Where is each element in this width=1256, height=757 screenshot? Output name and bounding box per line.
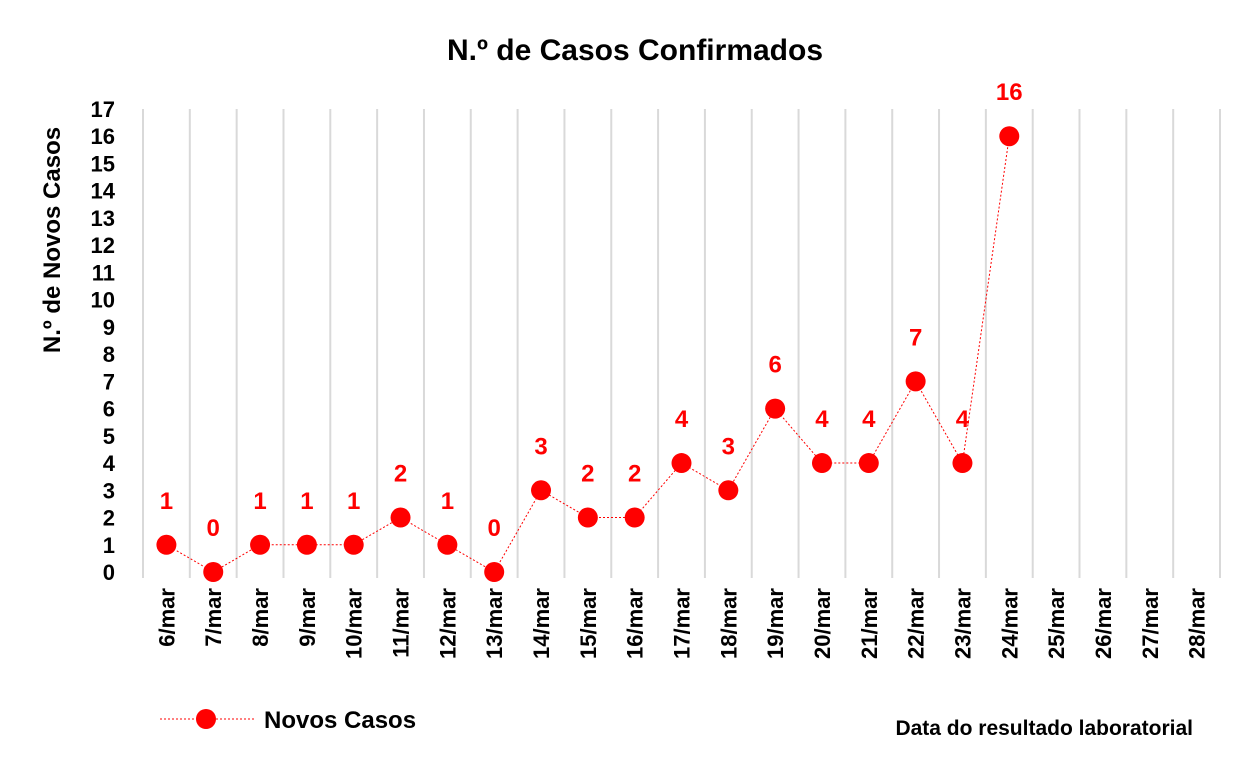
y-tick-label: 17 — [91, 97, 115, 122]
y-tick-label: 6 — [103, 397, 115, 422]
y-tick-label: 8 — [103, 342, 115, 367]
x-tick-label: 28/mar — [1185, 588, 1210, 659]
x-tick-label: 11/mar — [389, 588, 414, 658]
x-axis-ticks: 6/mar 7/mar 8/mar 9/mar 10/mar 11/mar 12/mar 13… — [154, 588, 1209, 659]
x-tick-label: 27/mar — [1138, 588, 1163, 659]
data-label: 0 — [207, 515, 220, 542]
x-tick-label: 6/mar — [154, 588, 179, 647]
y-tick-label: 10 — [91, 288, 115, 313]
y-axis-label: N.º de Novos Casos — [39, 127, 66, 353]
data-label: 2 — [394, 461, 407, 488]
series-novos-casos — [156, 126, 1020, 582]
data-point — [156, 534, 177, 555]
legend-label: Novos Casos — [264, 707, 416, 734]
data-point — [296, 534, 317, 555]
data-label: 4 — [956, 406, 970, 433]
x-axis-label: Data do resultado laboratorial — [895, 717, 1193, 740]
data-label: 3 — [534, 433, 547, 460]
data-label: 1 — [300, 488, 313, 515]
legend-marker — [196, 709, 216, 729]
data-label: 4 — [675, 406, 689, 433]
y-tick-label: 2 — [103, 506, 115, 531]
x-tick-label: 18/mar — [716, 588, 741, 659]
data-point — [531, 480, 552, 501]
y-tick-label: 1 — [103, 533, 115, 558]
x-tick-label: 14/mar — [529, 588, 554, 659]
x-tick-label: 16/mar — [623, 588, 648, 659]
data-label: 7 — [909, 324, 922, 351]
y-tick-label: 15 — [91, 151, 115, 176]
data-point — [437, 534, 458, 555]
data-label: 16 — [996, 79, 1023, 106]
legend: Novos Casos — [160, 707, 416, 734]
data-point — [858, 453, 879, 474]
x-tick-label: 20/mar — [810, 588, 835, 659]
data-point — [203, 562, 224, 582]
x-tick-label: 13/mar — [482, 588, 507, 659]
data-label: 2 — [628, 461, 641, 488]
x-tick-label: 22/mar — [904, 588, 929, 659]
x-tick-label: 26/mar — [1091, 588, 1116, 659]
data-point — [390, 507, 411, 528]
chart-title: N.º de Casos Confirmados — [447, 34, 823, 67]
data-labels: 1 0 1 1 1 2 1 0 3 2 2 4 3 6 4 4 7 4 16 — [160, 79, 1023, 542]
data-point — [905, 371, 926, 392]
x-tick-label: 17/mar — [670, 588, 695, 659]
data-label: 4 — [815, 406, 829, 433]
y-tick-label: 0 — [103, 560, 115, 585]
x-tick-label: 25/mar — [1044, 588, 1069, 659]
data-point — [765, 398, 786, 419]
x-tick-label: 8/mar — [248, 588, 273, 647]
data-point — [718, 480, 739, 501]
data-point — [624, 507, 645, 528]
data-point — [811, 453, 832, 474]
data-label: 3 — [722, 433, 735, 460]
y-tick-label: 11 — [92, 260, 115, 285]
data-point — [952, 453, 973, 474]
data-point — [343, 534, 364, 555]
data-label: 6 — [768, 352, 781, 379]
x-tick-label: 23/mar — [950, 588, 975, 659]
data-point — [250, 534, 271, 555]
y-tick-label: 5 — [103, 424, 115, 449]
x-tick-label: 24/mar — [997, 588, 1022, 659]
data-label: 2 — [581, 461, 594, 488]
x-tick-label: 10/mar — [342, 588, 367, 659]
data-label: 4 — [862, 406, 876, 433]
series-line — [166, 136, 1010, 573]
data-point — [577, 507, 598, 528]
x-tick-label: 19/mar — [763, 588, 788, 659]
y-tick-label: 13 — [91, 206, 115, 231]
data-label: 1 — [347, 488, 360, 515]
x-tick-label: 12/mar — [435, 588, 460, 659]
y-tick-label: 4 — [103, 451, 116, 476]
y-tick-label: 16 — [91, 124, 115, 149]
x-tick-label: 21/mar — [857, 588, 882, 659]
data-label: 1 — [253, 488, 266, 515]
y-tick-label: 9 — [103, 315, 115, 340]
data-point — [671, 453, 692, 474]
data-label: 0 — [488, 515, 501, 542]
y-tick-label: 3 — [103, 478, 115, 503]
data-label: 1 — [160, 488, 173, 515]
gridlines — [142, 109, 1221, 578]
x-tick-label: 15/mar — [576, 588, 601, 659]
y-tick-label: 12 — [91, 233, 115, 258]
x-tick-label: 9/mar — [295, 588, 320, 647]
y-tick-label: 7 — [103, 369, 115, 394]
y-tick-label: 14 — [91, 179, 116, 204]
data-point — [484, 562, 505, 582]
x-tick-label: 7/mar — [201, 588, 226, 647]
data-point — [999, 126, 1020, 147]
data-label: 1 — [441, 488, 454, 515]
